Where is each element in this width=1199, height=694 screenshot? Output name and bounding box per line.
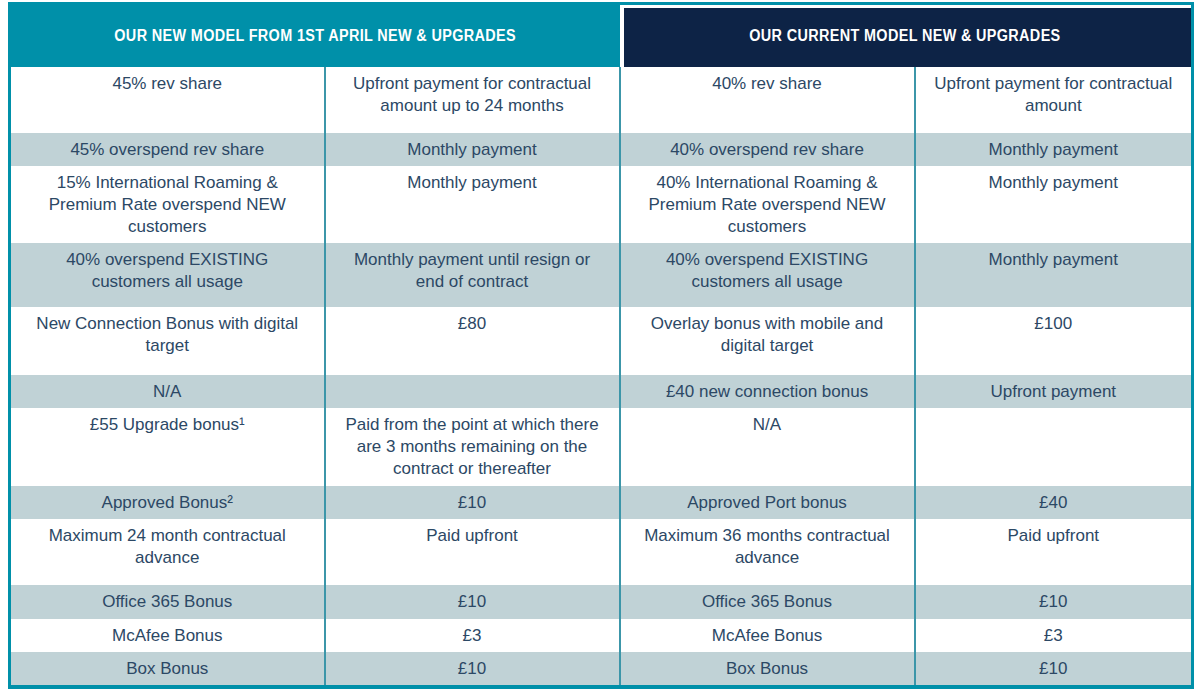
- table-cell: Office 365 Bonus: [10, 585, 325, 619]
- table-cell: 40% overspend EXISTING customers all usa…: [10, 243, 325, 307]
- table-cell: New Connection Bonus with digital target: [10, 307, 325, 375]
- table-cell: 45% rev share: [10, 67, 325, 133]
- table-row: McAfee Bonus £3 McAfee Bonus £3: [10, 619, 1193, 652]
- table-cell: £40: [915, 486, 1193, 519]
- table-cell: £3: [325, 619, 620, 652]
- table-cell: Paid upfront: [325, 519, 620, 585]
- table-cell: 15% International Roaming & Premium Rate…: [10, 166, 325, 243]
- table-cell: McAfee Bonus: [10, 619, 325, 652]
- table-row: N/A £40 new connection bonus Upfront pay…: [10, 375, 1193, 408]
- table-row: Box Bonus £10 Box Bonus £10: [10, 652, 1193, 687]
- table-cell: Box Bonus: [620, 652, 915, 687]
- table-cell: £10: [325, 585, 620, 619]
- table-cell: 40% overspend rev share: [620, 133, 915, 166]
- table-cell: Monthly payment: [325, 133, 620, 166]
- table-row: £55 Upgrade bonus¹ Paid from the point a…: [10, 408, 1193, 486]
- table-cell: £80: [325, 307, 620, 375]
- table-cell: Maximum 24 month contractual advance: [10, 519, 325, 585]
- header-new-model: OUR NEW MODEL FROM 1ST APRIL NEW & UPGRA…: [10, 4, 620, 68]
- table-cell: Monthly payment: [915, 166, 1193, 243]
- header-current-model-label: OUR CURRENT MODEL NEW & UPGRADES: [750, 27, 1061, 45]
- table-cell: £40 new connection bonus: [620, 375, 915, 408]
- table-row: 45% rev share Upfront payment for contra…: [10, 67, 1193, 133]
- table-cell: Monthly payment: [915, 133, 1193, 166]
- table-cell: £10: [915, 652, 1193, 687]
- table-cell: N/A: [620, 408, 915, 486]
- table-cell: 40% rev share: [620, 67, 915, 133]
- table-cell: 45% overspend rev share: [10, 133, 325, 166]
- table-cell: Box Bonus: [10, 652, 325, 687]
- table-cell: Upfront payment: [915, 375, 1193, 408]
- table-cell: Overlay bonus with mobile and digital ta…: [620, 307, 915, 375]
- table-cell: £55 Upgrade bonus¹: [10, 408, 325, 486]
- table-cell: Paid from the point at which there are 3…: [325, 408, 620, 486]
- table-cell: Upfront payment for contractual amount u…: [325, 67, 620, 133]
- table-cell: Monthly payment: [325, 166, 620, 243]
- table-cell: [915, 408, 1193, 486]
- table-cell: N/A: [10, 375, 325, 408]
- table-cell: Monthly payment: [915, 243, 1193, 307]
- table-cell: £10: [325, 486, 620, 519]
- table-cell: £10: [915, 585, 1193, 619]
- header-current-model: OUR CURRENT MODEL NEW & UPGRADES: [620, 4, 1193, 68]
- table-row: 15% International Roaming & Premium Rate…: [10, 166, 1193, 243]
- table-cell: £10: [325, 652, 620, 687]
- table-cell: Paid upfront: [915, 519, 1193, 585]
- page: OUR NEW MODEL FROM 1ST APRIL NEW & UPGRA…: [0, 0, 1199, 689]
- table-cell: 40% International Roaming & Premium Rate…: [620, 166, 915, 243]
- table-cell: McAfee Bonus: [620, 619, 915, 652]
- table-cell: Maximum 36 months contractual advance: [620, 519, 915, 585]
- table-cell: [325, 375, 620, 408]
- table-cell: Approved Bonus²: [10, 486, 325, 519]
- table-row: 45% overspend rev share Monthly payment …: [10, 133, 1193, 166]
- table-cell: Upfront payment for contractual amount: [915, 67, 1193, 133]
- table-cell: Office 365 Bonus: [620, 585, 915, 619]
- table-cell: Monthly payment until resign or end of c…: [325, 243, 620, 307]
- table-cell: Approved Port bonus: [620, 486, 915, 519]
- table-row: Office 365 Bonus £10 Office 365 Bonus £1…: [10, 585, 1193, 619]
- table-row: New Connection Bonus with digital target…: [10, 307, 1193, 375]
- table-row: Maximum 24 month contractual advance Pai…: [10, 519, 1193, 585]
- table-row: 40% overspend EXISTING customers all usa…: [10, 243, 1193, 307]
- table-cell: 40% overspend EXISTING customers all usa…: [620, 243, 915, 307]
- comparison-table: OUR NEW MODEL FROM 1ST APRIL NEW & UPGRA…: [8, 2, 1194, 689]
- table-cell: £100: [915, 307, 1193, 375]
- table-cell: £3: [915, 619, 1193, 652]
- table-row: Approved Bonus² £10 Approved Port bonus …: [10, 486, 1193, 519]
- header-new-model-label: OUR NEW MODEL FROM 1ST APRIL NEW & UPGRA…: [114, 27, 516, 45]
- header-row: OUR NEW MODEL FROM 1ST APRIL NEW & UPGRA…: [10, 4, 1193, 68]
